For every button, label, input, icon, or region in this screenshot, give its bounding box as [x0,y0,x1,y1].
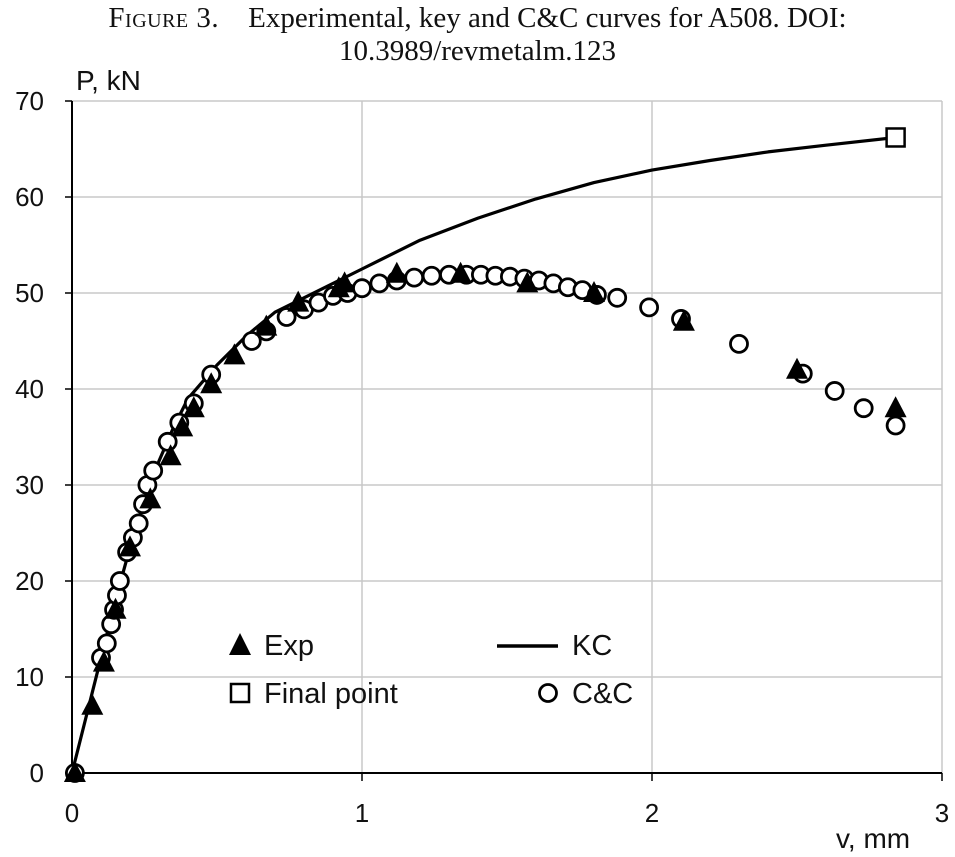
exp-point [159,444,182,466]
legend-circle-icon [538,683,558,703]
x-tick-label: 2 [645,798,659,828]
exp-point [200,372,223,394]
legend: Exp KC Final point C&C [229,630,633,710]
figure-caption: Figure 3. Experimental, key and C&C curv… [0,2,955,68]
exp-point [672,309,695,331]
grid [71,100,943,774]
exp-point [171,415,194,437]
x-tick-label: 1 [355,798,369,828]
exp-point [139,487,162,509]
axes [65,100,943,781]
exp-point [119,535,141,557]
y-tick-label: 70 [15,86,44,116]
legend-label-final-point: Final point [264,678,398,710]
legend-entry-exp: Exp [229,630,314,662]
caption-line-1: Figure 3. Experimental, key and C&C curv… [0,2,955,35]
exp-point [385,261,408,283]
exp-point [63,761,86,782]
exp-point [287,290,310,312]
cc-point [241,331,262,351]
exp-point [333,271,356,293]
x-tick-label: 0 [65,798,79,828]
cc-point [885,415,906,436]
y-tick-label: 10 [15,662,44,692]
exp-point [884,396,907,418]
legend-entry-cc: C&C [538,678,633,710]
exp-point [516,271,539,293]
cc-point [109,571,130,591]
cc-point [96,633,117,654]
series-cc [65,264,906,783]
cc-point [128,513,149,534]
series-final-point [885,127,906,148]
exp-point [92,650,115,672]
y-axis-label: P, kN [76,65,141,96]
legend-triangle-icon [229,633,251,655]
y-tick-label: 40 [15,374,44,404]
x-tick-label: 3 [935,798,949,828]
tick-labels: 0 10 20 30 40 50 60 70 0 1 2 3 [15,86,949,828]
exp-point [449,261,472,283]
exp-point [104,597,127,619]
cc-point [824,381,845,401]
legend-entry-kc: KC [497,630,612,662]
caption-label: Figure 3. [108,2,220,34]
exp-point [182,396,205,418]
cc-point [404,267,425,288]
cc-point [276,307,297,327]
x-axis-label: v, mm [836,823,910,854]
y-tick-label: 60 [15,182,44,212]
caption-text-1: Experimental, key and C&C curves for A50… [248,2,847,34]
exp-point [81,693,104,715]
exp-point [255,314,278,336]
legend-square-icon [229,682,251,704]
y-tick-label: 20 [15,566,44,596]
cc-point [639,297,659,318]
cc-point [421,265,442,286]
caption-line-2: 10.3989/revmetalm.123 [338,35,617,67]
series-exp [63,261,907,782]
exp-point [583,281,605,302]
legend-label-kc: KC [572,630,612,662]
y-tick-label: 30 [15,470,44,500]
cc-point [369,273,390,294]
y-tick-label: 0 [30,758,44,788]
cc-point [143,460,164,481]
exp-point [223,343,246,365]
cc-point [729,333,749,354]
final-point-marker [885,127,906,148]
legend-label-cc: C&C [572,678,633,710]
cc-point [853,398,874,419]
exp-point [786,357,808,379]
cc-point [607,287,628,308]
y-tick-label: 50 [15,278,44,308]
cc-point [352,278,372,299]
legend-label-exp: Exp [264,630,314,662]
legend-entry-final-point: Final point [229,678,398,710]
